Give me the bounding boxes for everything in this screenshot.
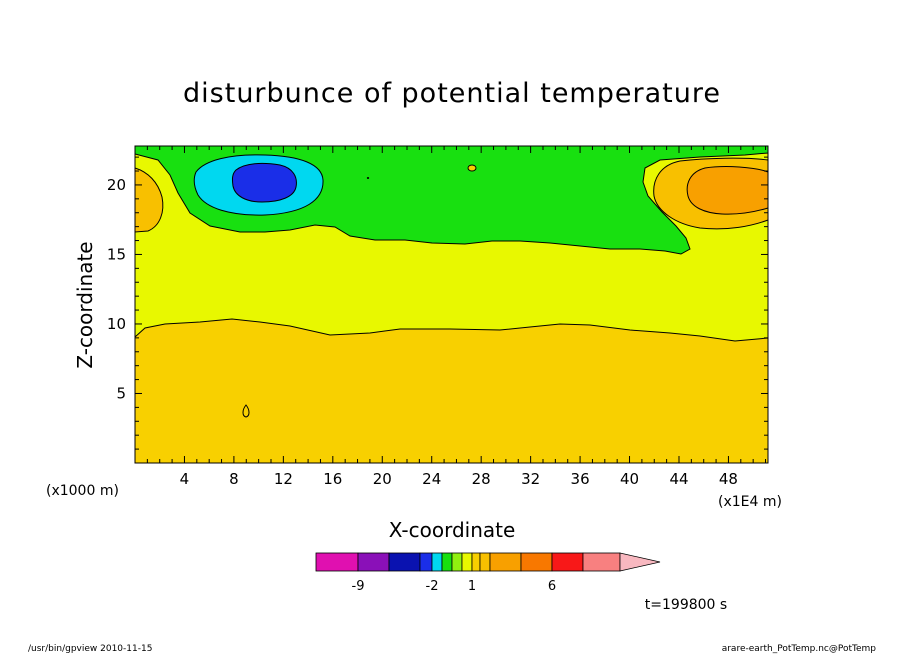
colorbar-extension-arrow	[619, 552, 661, 572]
colorbar-swatch	[315, 552, 359, 572]
x-tick-label: 32	[521, 470, 540, 488]
plot-area	[134, 145, 769, 464]
x-tick-label: 8	[229, 470, 239, 488]
footer-right-label: arare-earth_PotTemp.nc@PotTemp	[722, 644, 877, 654]
contour-small-dot	[366, 177, 370, 179]
colorbar-swatch	[489, 552, 522, 572]
colorbar-swatch	[520, 552, 553, 572]
plot-frame	[134, 145, 769, 464]
footer-left-label: /usr/bin/gpview 2010-11-15	[28, 644, 152, 654]
x-tick-label: 44	[669, 470, 688, 488]
colorbar	[315, 552, 661, 572]
y-tick-label: 10	[107, 315, 126, 333]
colorbar-swatch	[357, 552, 390, 572]
x-unit-left-label: (x1000 m)	[46, 483, 119, 499]
x-tick-label: 4	[180, 470, 190, 488]
axis-ticks	[135, 146, 768, 463]
colorbar-swatch	[419, 552, 433, 572]
colorbar-swatch	[582, 552, 621, 572]
x-tick-labels: 4 8 12 16 20 24 28 32 36 40 44 48	[180, 470, 738, 488]
y-tick-label: 15	[107, 245, 126, 263]
contour-region-warm-right-inner	[686, 166, 769, 215]
colorbar-swatch	[431, 552, 443, 572]
colorbar-swatch	[471, 552, 481, 572]
x-tick-label: 24	[422, 470, 441, 488]
colorbar-swatch	[451, 552, 463, 572]
contour-region-warm-left	[134, 167, 164, 233]
contour-region-cold-inner	[231, 162, 297, 203]
colorbar-swatch	[441, 552, 453, 572]
y-tick-labels: 5 10 15 20	[107, 176, 126, 403]
time-label: t=199800 s	[645, 597, 727, 613]
colorbar-tick-label: -2	[426, 579, 439, 594]
colorbar-swatch	[479, 552, 491, 572]
colorbar-tick-label: -9	[352, 579, 365, 594]
colorbar-tick-label: 6	[548, 579, 556, 594]
colorbar-swatch	[388, 552, 421, 572]
x-tick-label: 12	[274, 470, 293, 488]
contour-small-warm-blob	[467, 164, 477, 172]
x-tick-label: 36	[571, 470, 590, 488]
x-unit-right-label: (x1E4 m)	[718, 494, 782, 510]
colorbar-swatch	[551, 552, 584, 572]
y-axis-label: Z-coordinate	[73, 241, 97, 368]
y-tick-label: 20	[107, 176, 126, 194]
colorbar-swatch	[461, 552, 473, 572]
contour-region-lower	[134, 318, 769, 464]
x-tick-label: 28	[472, 470, 491, 488]
contour-small-lower-feature	[242, 404, 250, 418]
chart-title: disturbunce of potential temperature	[183, 78, 721, 109]
y-tick-label: 5	[116, 384, 126, 402]
x-tick-label: 40	[620, 470, 639, 488]
x-tick-label: 20	[373, 470, 392, 488]
colorbar-tick-label: 1	[468, 579, 476, 594]
x-tick-label: 16	[323, 470, 342, 488]
x-tick-label: 48	[719, 470, 738, 488]
x-axis-label: X-coordinate	[389, 518, 516, 542]
colorbar-labels: -9 -2 1 6	[352, 579, 557, 594]
